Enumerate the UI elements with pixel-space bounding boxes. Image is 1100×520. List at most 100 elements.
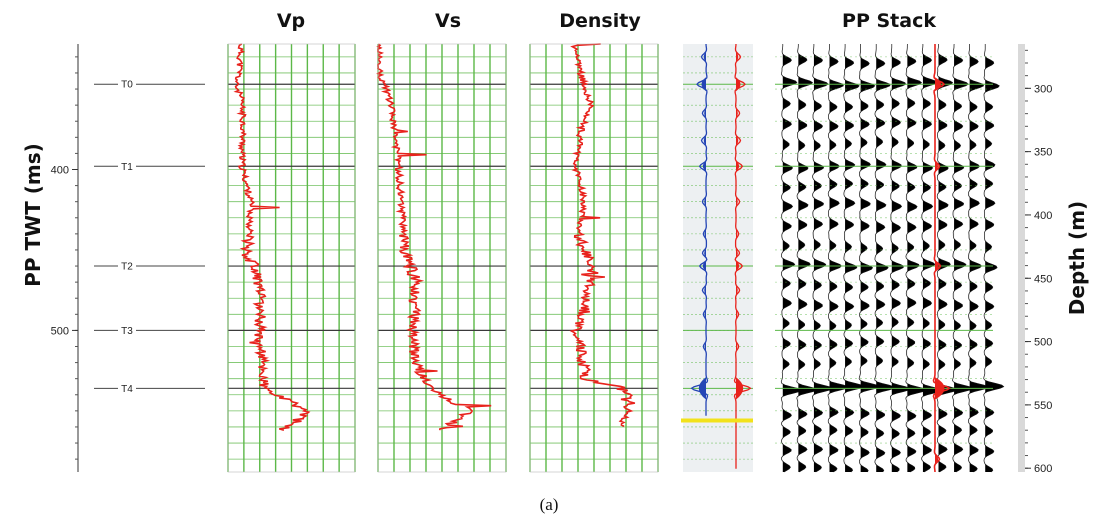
stack-trace-wiggle [843, 44, 865, 473]
log-panel-frame [529, 43, 659, 473]
stack-trace-fill [845, 44, 864, 472]
stack-synthetic-lobe [935, 161, 938, 172]
right-axis-tick-label: 550 [1034, 400, 1052, 412]
stack-trace-wiggle [858, 44, 880, 473]
synthetic-trace-red-lobe [736, 51, 739, 62]
synthetic-trace-blue-lobe [704, 285, 706, 296]
stack-trace-wiggle [936, 44, 958, 473]
right-axis-ticks: 300 350 400 450 500 550 600 [1025, 83, 1052, 475]
left-axis-label: PP TWT (ms) [21, 143, 45, 287]
synthetic-trace-red-lobe [736, 77, 741, 92]
synthetic-trace-red [733, 43, 752, 469]
stack-trace-fill [938, 44, 957, 472]
synthetic-trace-red-lobe [736, 248, 738, 259]
right-axis-tick-label: 350 [1034, 147, 1052, 159]
vp-log-panel [227, 43, 356, 473]
stack-trace-fill [922, 44, 942, 472]
density-panel-title: Density [559, 10, 641, 32]
synthetic-trace-blue-lobe [703, 135, 706, 146]
log-curve [376, 43, 492, 431]
right-axis-tick-label: 600 [1034, 463, 1052, 475]
stack-trace-wiggle [796, 44, 818, 473]
log-curve [233, 43, 311, 431]
left-axis: 400 500 [51, 44, 79, 472]
synthetic-trace-blue-lobe [704, 341, 706, 352]
synthetic-trace-red-lobe [736, 309, 738, 320]
synthetic-trace-blue-lobe [698, 377, 706, 400]
stack-trace-fill [860, 44, 880, 472]
vs-panel-title: Vs [435, 10, 461, 32]
horizon-markers: T0 T1 T2 T3 T4 [94, 80, 205, 395]
synthetic-trace-blue-lobe [701, 77, 706, 92]
synthetic-trace-red-lobe [736, 261, 740, 272]
synthetic-trace-blue-lobe [703, 51, 706, 62]
synthetic-trace-panel [681, 43, 753, 472]
stack-trace-wiggle [812, 44, 834, 473]
right-axis-minor-ticks [1025, 49, 1028, 469]
synthetic-trace-blue-lobe [704, 196, 706, 207]
stack-trace-wiggle [983, 44, 1005, 473]
synthetic-trace-red-lobe [736, 228, 738, 239]
synthetic-trace-blue-lobe [702, 261, 706, 272]
right-axis-label: Depth (m) [1065, 201, 1089, 315]
left-axis-tick-label: 400 [51, 165, 69, 177]
stack-synthetic-lobe [935, 261, 939, 272]
synthetic-trace-blue-lobe [704, 108, 706, 119]
synthetic-trace-red-lobe [736, 377, 744, 400]
stack-trace-fill [985, 44, 1004, 472]
stack-synthetic-lobe [935, 377, 945, 400]
right-axis-tick-label: 500 [1034, 337, 1052, 349]
right-axis: 300 350 400 450 500 550 600 [1018, 44, 1052, 475]
synthetic-trace-blue [690, 43, 709, 416]
log-panel-frame [227, 43, 356, 473]
left-axis-minor-ticks [75, 56, 78, 460]
synthetic-trace-red-lobe [736, 285, 738, 296]
stack-panel-background [775, 44, 993, 472]
synthetic-trace-red-lobe [736, 341, 738, 352]
pp-stack-panel-title: PP Stack [842, 10, 936, 32]
figure-caption: (a) [540, 495, 559, 514]
right-axis-tick-label: 300 [1034, 83, 1052, 95]
log-panel-frame [377, 43, 507, 473]
right-axis-tick-label: 400 [1034, 210, 1052, 222]
synthetic-trace-blue-lobe [704, 309, 706, 320]
stack-synthetic-lobe [935, 77, 941, 92]
stack-trace-fill [813, 44, 833, 472]
stack-trace-wiggle [952, 43, 974, 473]
right-axis-tick-label: 450 [1034, 273, 1052, 285]
stack-trace-fill [954, 44, 973, 472]
stack-synthetic-overlay [932, 44, 951, 473]
synthetic-trace-red-lobe [736, 196, 738, 207]
left-axis-ticks: 400 500 [51, 165, 78, 337]
density-log-panel [529, 43, 659, 473]
horizon-label: T1 [121, 162, 133, 173]
synthetic-trace-red-lobe [736, 108, 738, 119]
stack-trace-fill [798, 44, 817, 472]
vs-log-panel [376, 43, 507, 473]
synthetic-trace-red-lobe [736, 161, 740, 172]
synthetic-panel-background [683, 44, 753, 472]
stack-trace-fill [891, 44, 910, 472]
stack-trace-wiggle [874, 44, 895, 473]
horizon-label: T3 [121, 326, 133, 337]
synthetic-trace-blue-lobe [704, 228, 706, 239]
log-curve [569, 43, 636, 428]
stack-trace-wiggle [905, 43, 927, 473]
synthetic-trace-blue-lobe [702, 161, 706, 172]
left-axis-tick-label: 500 [51, 325, 69, 337]
horizon-label: T0 [121, 80, 133, 91]
depth-axis-strip [1018, 44, 1025, 472]
stack-trace-wiggle [827, 44, 849, 473]
stack-synthetic-lobe [935, 454, 938, 465]
vp-panel-title: Vp [277, 10, 305, 32]
stack-trace-wiggle [967, 44, 989, 473]
stack-trace-wiggle [780, 44, 802, 473]
stack-trace-wiggle [921, 44, 943, 473]
pp-stack-panel [775, 43, 1005, 473]
synthetic-trace-blue-lobe [704, 248, 706, 259]
horizon-label: T2 [121, 262, 133, 273]
stack-trace-wiggle [889, 44, 911, 473]
synthetic-trace-red-lobe [736, 135, 739, 146]
stack-trace-fill [782, 44, 802, 472]
